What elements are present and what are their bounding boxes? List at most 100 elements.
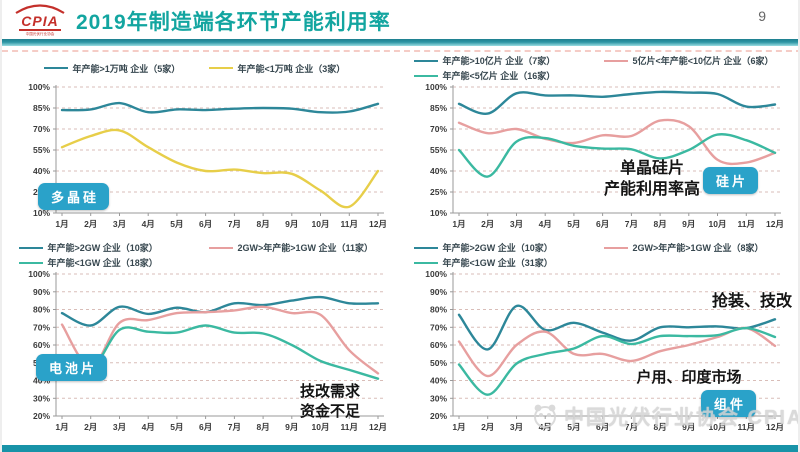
chart-wafer: 年产能>10亿片 企业（7家） 5亿片<年产能<10亿片 企业（6家） 年产能<5亿…	[407, 53, 798, 240]
svg-text:1月: 1月	[55, 219, 68, 229]
chart-annotation: 抢装、技改	[711, 293, 792, 310]
svg-text:12月: 12月	[766, 422, 784, 432]
svg-text:70%: 70%	[33, 322, 50, 332]
legend-swatch-icon	[603, 246, 628, 249]
legend-swatch-icon	[603, 59, 628, 62]
svg-text:10%: 10%	[430, 208, 447, 218]
svg-text:7月: 7月	[625, 422, 638, 432]
svg-text:100%: 100%	[425, 83, 447, 92]
svg-text:5月: 5月	[567, 422, 580, 432]
chart-annotation: 单晶硅片 产能利用率高	[603, 160, 700, 198]
svg-text:80%: 80%	[33, 305, 50, 315]
svg-text:5月: 5月	[170, 219, 183, 229]
svg-text:6月: 6月	[596, 219, 609, 229]
legend-label: 年产能<5亿片 企业（16家）	[442, 71, 556, 81]
svg-text:90%: 90%	[33, 287, 50, 297]
svg-text:4月: 4月	[539, 219, 552, 229]
svg-text:40%: 40%	[33, 166, 50, 176]
svg-text:9月: 9月	[285, 219, 298, 229]
legend-label: 5亿片<年产能<10亿片 企业（6家）	[632, 56, 774, 66]
legend-swatch-icon	[413, 246, 438, 249]
svg-text:11月: 11月	[738, 219, 756, 229]
svg-text:7月: 7月	[625, 219, 638, 229]
svg-text:10%: 10%	[33, 208, 50, 218]
svg-text:7月: 7月	[228, 219, 241, 229]
svg-text:12月: 12月	[369, 422, 387, 432]
svg-text:9月: 9月	[285, 422, 298, 432]
svg-text:50%: 50%	[430, 358, 447, 368]
legend-label: 年产能>2GW 企业（10家）	[47, 243, 158, 253]
svg-text:30%: 30%	[430, 393, 447, 403]
svg-text:20%: 20%	[430, 411, 447, 421]
svg-text:10月: 10月	[709, 219, 727, 229]
logo-subtext: 中国光伏行业协会	[25, 31, 55, 36]
legend-item: 5亿片<年产能<10亿片 企业（6家）	[603, 54, 794, 67]
legend-item: 2GW>年产能>1GW 企业（11家）	[208, 241, 399, 254]
svg-text:4月: 4月	[142, 219, 155, 229]
svg-text:9月: 9月	[682, 422, 695, 432]
svg-text:30%: 30%	[33, 393, 50, 403]
svg-text:70%: 70%	[33, 124, 50, 134]
legend-swatch-icon	[18, 246, 43, 249]
legend-swatch-icon	[208, 246, 233, 249]
svg-text:80%: 80%	[430, 305, 447, 315]
page-number: 9	[758, 8, 766, 24]
svg-text:5月: 5月	[170, 422, 183, 432]
legend-label: 2GW>年产能>1GW 企业（11家）	[237, 243, 374, 253]
logo-text: CPIA	[19, 13, 61, 31]
svg-text:70%: 70%	[430, 322, 447, 332]
svg-text:100%: 100%	[28, 83, 50, 92]
chart-annotation: 技改需求 资金不足	[299, 383, 360, 420]
svg-text:2月: 2月	[481, 219, 494, 229]
svg-text:3月: 3月	[510, 219, 523, 229]
svg-text:70%: 70%	[430, 124, 447, 134]
svg-text:55%: 55%	[430, 145, 447, 155]
svg-text:12月: 12月	[369, 219, 387, 229]
legend-swatch-icon	[43, 67, 68, 69]
svg-text:3月: 3月	[510, 422, 523, 432]
legend-item: 年产能<1GW 企业（18家）	[18, 256, 209, 269]
chart-legend: 年产能>2GW 企业（10家） 2GW>年产能>1GW 企业（8家） 年产能<1GW…	[407, 240, 798, 270]
legend-label: 年产能<1GW 企业（31家）	[442, 258, 553, 268]
svg-text:11月: 11月	[341, 422, 359, 432]
svg-text:4月: 4月	[142, 422, 155, 432]
svg-text:1月: 1月	[55, 422, 68, 432]
chart-legend: 年产能>10亿片 企业（7家） 5亿片<年产能<10亿片 企业（6家） 年产能<5亿…	[407, 53, 798, 83]
legend-item: 年产能<1万吨 企业（3家）	[208, 62, 374, 75]
svg-text:6月: 6月	[199, 422, 212, 432]
page-title: 2019年制造端各环节产能利用率	[76, 11, 391, 34]
legend-item: 年产能>2GW 企业（10家）	[18, 241, 209, 254]
legend-label: 年产能>10亿片 企业（7家）	[442, 56, 556, 66]
chart-plot-area: 100%85%70%55%40%25%10%1月2月3月4月5月6月7月8月9月…	[10, 82, 407, 239]
svg-text:100%: 100%	[28, 270, 50, 279]
svg-text:85%: 85%	[33, 103, 50, 113]
svg-text:10月: 10月	[709, 422, 727, 432]
legend-label: 2GW>年产能>1GW 企业（8家）	[632, 243, 764, 253]
svg-text:2月: 2月	[481, 422, 494, 432]
chart-badge: 电池片	[36, 354, 108, 381]
svg-text:85%: 85%	[430, 103, 447, 113]
chart-badge: 硅片	[703, 167, 759, 194]
svg-text:2月: 2月	[84, 422, 97, 432]
svg-text:10月: 10月	[312, 219, 330, 229]
svg-text:4月: 4月	[539, 422, 552, 432]
legend-item: 年产能<5亿片 企业（16家）	[413, 69, 604, 82]
svg-text:8月: 8月	[653, 422, 666, 432]
svg-text:8月: 8月	[256, 422, 269, 432]
legend-item: 年产能>1万吨 企业（5家）	[43, 62, 209, 75]
svg-text:9月: 9月	[682, 219, 695, 229]
svg-text:7月: 7月	[228, 422, 241, 432]
svg-text:3月: 3月	[113, 219, 126, 229]
svg-text:100%: 100%	[425, 270, 447, 279]
chart-annotation: 户用、印度市场	[636, 369, 742, 386]
svg-text:25%: 25%	[430, 187, 447, 197]
svg-text:3月: 3月	[113, 422, 126, 432]
svg-text:10月: 10月	[312, 422, 330, 432]
chart-legend: 年产能>1万吨 企业（5家） 年产能<1万吨 企业（3家）	[10, 53, 407, 83]
svg-text:5月: 5月	[567, 219, 580, 229]
svg-text:60%: 60%	[430, 340, 447, 350]
svg-text:60%: 60%	[33, 340, 50, 350]
svg-text:1月: 1月	[452, 219, 465, 229]
